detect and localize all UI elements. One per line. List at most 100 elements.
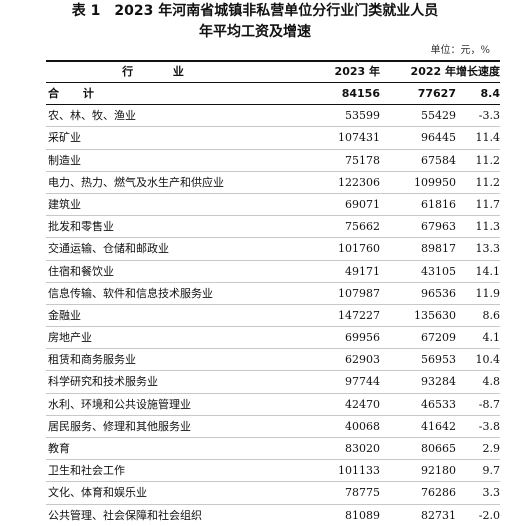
cell-2022: 96536 <box>421 286 456 300</box>
cell-2023: 101133 <box>338 464 380 478</box>
cell-2023: 42470 <box>345 397 380 411</box>
cell-industry: 建筑业 <box>48 197 81 211</box>
cell-industry: 信息传输、软件和信息技术服务业 <box>48 286 213 300</box>
table-header: 行 业 2023 年 2022 年 增长速度 <box>46 62 500 83</box>
cell-2022: 77627 <box>417 87 456 100</box>
table-title: 表 1 2023 年河南省城镇非私营单位分行业门类就业人员 <box>0 2 510 20</box>
cell-2022: 56953 <box>421 353 456 367</box>
table-row: 制造业 75178 67584 11.2 <box>46 150 500 172</box>
table-row: 交通运输、仓储和邮政业 101760 89817 13.3 <box>46 238 500 261</box>
cell-industry: 公共管理、社会保障和社会组织 <box>48 508 202 522</box>
cell-2023: 81089 <box>345 508 380 522</box>
cell-industry: 合 计 <box>48 87 104 100</box>
cell-2023: 78775 <box>345 486 380 500</box>
header-industry: 行 业 <box>122 65 202 78</box>
cell-growth: 2.9 <box>482 442 501 455</box>
cell-industry: 住宿和餐饮业 <box>48 264 114 278</box>
cell-2022: 82731 <box>421 508 456 522</box>
table-row: 公共管理、社会保障和社会组织 81089 82731 -2.0 <box>46 505 500 526</box>
table-row: 租赁和商务服务业 62903 56953 10.4 <box>46 349 500 372</box>
table-row: 教育 83020 80665 2.9 <box>46 438 501 461</box>
cell-industry: 房地产业 <box>48 331 92 345</box>
cell-growth: 11.4 <box>475 131 501 145</box>
total-row: 合 计 84156 77627 8.4 <box>46 83 500 106</box>
cell-industry: 水利、环境和公共设施管理业 <box>48 397 191 411</box>
table-title-line1: 2023 年河南省城镇非私营单位分行业门类就业人员 <box>114 3 439 19</box>
unit-note: 单位：元，% <box>430 45 490 56</box>
cell-industry: 批发和零售业 <box>48 220 114 234</box>
cell-2023: 97744 <box>345 375 380 389</box>
table-row: 金融业 147227 135630 8.6 <box>46 305 501 328</box>
cell-2023: 107987 <box>338 286 380 300</box>
table-row: 水利、环境和公共设施管理业 42470 46533 -8.7 <box>46 394 500 416</box>
table-row: 居民服务、修理和其他服务业 40068 41642 -3.8 <box>46 416 500 438</box>
cell-industry: 卫生和社会工作 <box>48 464 125 478</box>
cell-2022: 67209 <box>421 331 456 345</box>
cell-industry: 金融业 <box>48 308 81 322</box>
cell-2022: 61816 <box>421 197 456 211</box>
table-body: 合 计 84156 77627 8.4 农、林、牧、渔业 53599 55429 -3.3 采矿… <box>46 83 500 526</box>
cell-industry: 文化、体育和娱乐业 <box>48 486 147 500</box>
header-2023: 2023 年 <box>334 65 380 78</box>
table-row: 批发和零售业 75662 67963 11.3 <box>46 216 501 239</box>
table-row: 电力、热力、燃气及水生产和供应业 122306 109950 11.2 <box>46 172 500 194</box>
cell-2023: 62903 <box>345 353 380 367</box>
cell-2022: 67584 <box>421 153 456 167</box>
cell-2022: 92180 <box>421 464 456 478</box>
cell-2023: 147227 <box>338 308 380 322</box>
header-2022: 2022 年 <box>410 65 456 78</box>
cell-industry: 农、林、牧、渔业 <box>48 109 136 123</box>
cell-growth: 4.1 <box>482 331 501 345</box>
table-number: 表 1 <box>71 3 101 19</box>
cell-growth: 11.2 <box>475 153 501 167</box>
cell-2023: 69071 <box>345 197 380 211</box>
cell-industry: 制造业 <box>48 153 81 167</box>
cell-2022: 93284 <box>421 375 456 389</box>
cell-industry: 租赁和商务服务业 <box>48 353 136 367</box>
cell-growth: 14.1 <box>475 264 501 278</box>
cell-2023: 101760 <box>338 242 380 256</box>
table-row: 文化、体育和娱乐业 78775 76286 3.3 <box>46 482 501 505</box>
cell-industry: 电力、热力、燃气及水生产和供应业 <box>48 175 224 189</box>
top-rule <box>46 60 500 62</box>
cell-2023: 40068 <box>345 419 380 433</box>
cell-growth: 3.3 <box>482 486 501 500</box>
table-row: 农、林、牧、渔业 53599 55429 -3.3 <box>46 105 500 128</box>
cell-2023: 49171 <box>345 264 380 278</box>
cell-industry: 科学研究和技术服务业 <box>48 375 158 389</box>
cell-industry: 教育 <box>48 442 70 455</box>
cell-industry: 采矿业 <box>48 131 81 145</box>
table-row: 采矿业 107431 96445 11.4 <box>46 127 501 150</box>
cell-2023: 122306 <box>338 175 380 189</box>
table-title-line2: 年平均工资及增速 <box>199 24 311 40</box>
table-row: 住宿和餐饮业 49171 43105 14.1 <box>46 261 500 283</box>
cell-growth: -3.8 <box>478 419 500 433</box>
table-row: 信息传输、软件和信息技术服务业 107987 96536 11.9 <box>46 283 500 305</box>
cell-growth: 4.8 <box>482 375 501 389</box>
cell-2022: 46533 <box>421 397 456 411</box>
cell-industry: 交通运输、仓储和邮政业 <box>48 242 169 256</box>
cell-2022: 96445 <box>421 131 456 145</box>
cell-2023: 75178 <box>345 153 380 167</box>
cell-2023: 107431 <box>338 131 380 145</box>
table-row: 房地产业 69956 67209 4.1 <box>46 327 501 350</box>
cell-growth: -2.0 <box>478 508 500 522</box>
cell-2022: 76286 <box>421 486 456 500</box>
cell-2023: 75662 <box>345 220 380 234</box>
cell-growth: 11.2 <box>475 175 501 189</box>
cell-growth: 11.3 <box>475 220 501 234</box>
cell-2022: 67963 <box>421 220 456 234</box>
cell-growth: 11.7 <box>475 197 501 211</box>
cell-2022: 55429 <box>421 109 456 123</box>
cell-2022: 43105 <box>421 264 456 278</box>
cell-2022: 41642 <box>421 419 456 433</box>
table-row: 建筑业 69071 61816 11.7 <box>46 194 501 217</box>
cell-industry: 居民服务、修理和其他服务业 <box>48 419 191 433</box>
cell-2022: 80665 <box>421 442 456 455</box>
table-row: 卫生和社会工作 101133 92180 9.7 <box>46 460 500 483</box>
cell-2022: 109950 <box>414 175 456 189</box>
cell-growth: 11.9 <box>475 286 501 300</box>
cell-growth: -8.7 <box>478 397 500 411</box>
cell-growth: 8.6 <box>482 308 501 322</box>
table-row: 科学研究和技术服务业 97744 93284 4.8 <box>46 371 501 394</box>
